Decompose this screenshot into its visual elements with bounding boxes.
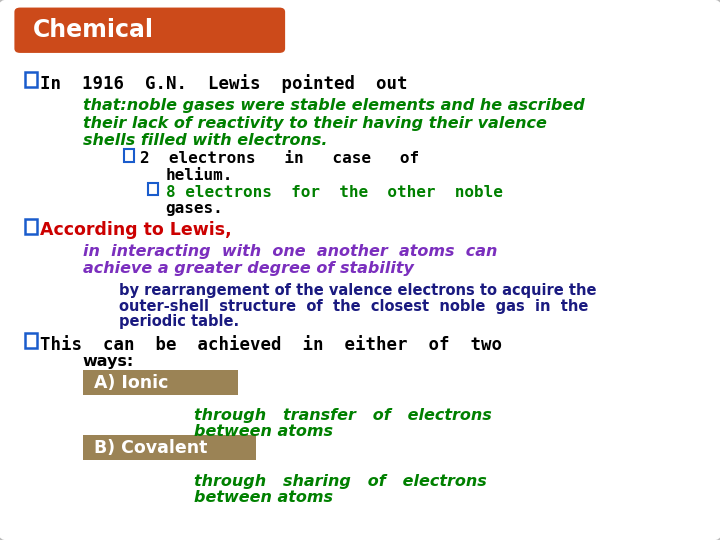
FancyBboxPatch shape [83,435,256,460]
Text: 8 electrons  for  the  other  noble: 8 electrons for the other noble [166,185,503,200]
Text: in  interacting  with  one  another  atoms  can: in interacting with one another atoms ca… [83,244,498,259]
FancyBboxPatch shape [14,8,285,53]
Text: 2  electrons   in   case   of: 2 electrons in case of [140,151,420,166]
Text: A) Ionic: A) Ionic [94,374,168,392]
FancyBboxPatch shape [148,183,158,195]
Text: In  1916  G.N.  Lewis  pointed  out: In 1916 G.N. Lewis pointed out [40,74,407,93]
Text: periodic table.: periodic table. [119,314,239,329]
Text: through   transfer   of   electrons: through transfer of electrons [194,408,492,423]
Text: through   sharing   of   electrons: through sharing of electrons [194,474,487,489]
Text: by rearrangement of the valence electrons to acquire the: by rearrangement of the valence electron… [119,283,596,298]
Text: B) Covalent: B) Covalent [94,438,207,457]
Text: gases.: gases. [166,201,223,217]
FancyBboxPatch shape [25,219,37,234]
Text: between atoms: between atoms [194,424,333,440]
FancyBboxPatch shape [124,149,134,162]
Text: According to Lewis,: According to Lewis, [40,221,231,239]
Text: their lack of reactivity to their having their valence: their lack of reactivity to their having… [83,116,546,131]
Text: outer-shell  structure  of  the  closest  noble  gas  in  the: outer-shell structure of the closest nob… [119,299,588,314]
FancyBboxPatch shape [83,370,238,395]
Text: This  can  be  achieved  in  either  of  two: This can be achieved in either of two [40,335,502,354]
Text: helium.: helium. [166,168,233,183]
Text: achieve a greater degree of stability: achieve a greater degree of stability [83,261,414,276]
FancyBboxPatch shape [25,72,37,87]
Text: shells filled with electrons.: shells filled with electrons. [83,133,328,148]
Text: ways:: ways: [83,354,134,369]
Text: that:noble gases were stable elements and he ascribed: that:noble gases were stable elements an… [83,98,585,113]
Text: between atoms: between atoms [194,490,333,505]
FancyBboxPatch shape [25,333,37,348]
Text: Chemical: Chemical [33,18,154,42]
